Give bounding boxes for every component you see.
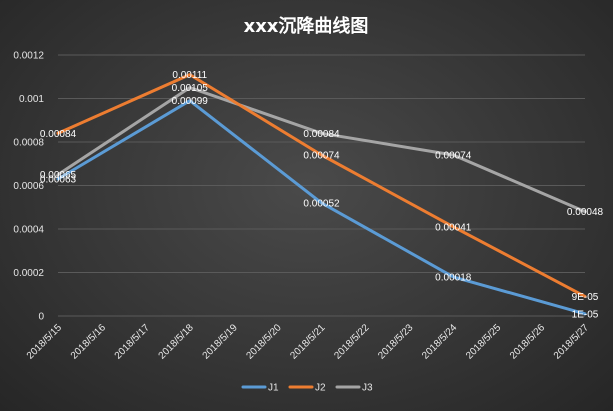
x-tick-label: 2018/5/18 <box>157 322 197 362</box>
legend-label-j3: J3 <box>362 383 373 394</box>
data-label: 0.00052 <box>303 198 340 209</box>
data-label: 0.00065 <box>40 170 77 181</box>
data-label: 1E-05 <box>572 309 599 320</box>
data-label: 9E-05 <box>572 292 599 303</box>
x-tick-label: 2018/5/15 <box>25 322 65 362</box>
legend: J1 J2 J3 <box>241 383 373 394</box>
y-tick-label: 0.0004 <box>13 225 44 236</box>
x-tick-label: 2018/5/25 <box>464 322 504 362</box>
y-tick-label: 0.0002 <box>13 268 44 279</box>
data-label: 0.00074 <box>435 151 472 162</box>
data-label: 0.00074 <box>303 151 340 162</box>
x-tick-label: 2018/5/19 <box>201 322 241 362</box>
y-tick-label: 0.0008 <box>13 138 44 149</box>
data-label: 0.00084 <box>303 129 340 140</box>
legend-label-j1: J1 <box>268 383 279 394</box>
data-label-layer: 0.00063 0.00099 0.00052 0.00018 1E-05 0.00084… <box>40 70 604 320</box>
x-tick-label: 2018/5/20 <box>244 322 284 362</box>
y-axis-ticks: 0 0.0002 0.0004 0.0006 0.0008 0.001 0.0012 <box>13 51 44 323</box>
data-label: 0.00111 <box>172 70 207 81</box>
chart-title: xxx沉降曲线图 <box>244 15 369 37</box>
data-label: 0.00041 <box>435 222 472 233</box>
data-label: 0.00099 <box>172 96 209 107</box>
series-line-j1 <box>56 99 587 316</box>
x-tick-label: 2018/5/26 <box>508 322 548 362</box>
x-tick-label: 2018/5/23 <box>376 322 416 362</box>
series-line-j3 <box>56 86 587 214</box>
x-tick-label: 2018/5/21 <box>288 322 328 362</box>
legend-label-j2: J2 <box>315 383 326 394</box>
data-label: 0.00063 <box>40 174 77 185</box>
y-tick-label: 0.001 <box>19 94 44 105</box>
x-tick-label: 2018/5/24 <box>420 322 460 362</box>
data-label: 0.00018 <box>435 272 472 283</box>
x-tick-label: 2018/5/27 <box>552 322 592 362</box>
y-tick-label: 0 <box>38 312 44 323</box>
data-label: 0.00084 <box>40 129 77 140</box>
x-tick-label: 2018/5/22 <box>332 322 372 362</box>
x-tick-label: 2018/5/17 <box>113 322 153 362</box>
y-tick-label: 0.0006 <box>13 181 44 192</box>
x-tick-label: 2018/5/16 <box>69 322 109 362</box>
data-label: 0.00048 <box>567 207 604 218</box>
series-line-j2 <box>56 73 587 298</box>
grid-layer <box>58 54 585 317</box>
y-tick-label: 0.0012 <box>13 51 44 62</box>
data-label: 0.00105 <box>172 83 209 94</box>
series-layer <box>56 73 587 316</box>
x-axis-ticks: 2018/5/15 2018/5/16 2018/5/17 2018/5/18 2018… <box>25 322 592 362</box>
